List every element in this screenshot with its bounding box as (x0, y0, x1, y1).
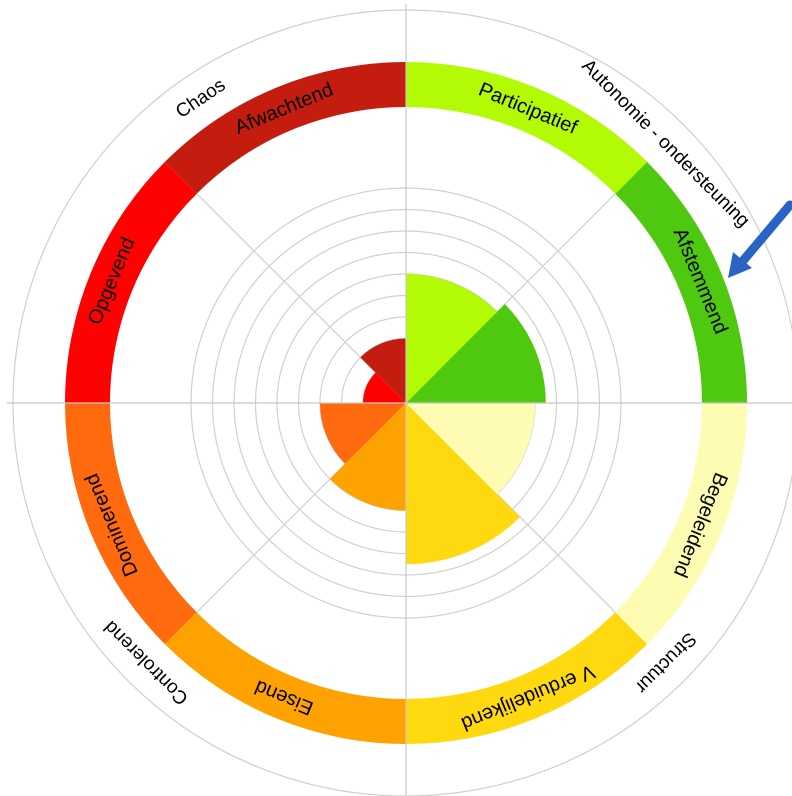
value-sector-begeleidend (406, 403, 535, 495)
arrow-shaft (737, 200, 792, 267)
band-segment-begeleidend (615, 403, 747, 645)
value-sector-afstemmend (406, 304, 546, 403)
band-segment-opgevend (65, 161, 197, 403)
value-sectors (320, 274, 546, 565)
band-segment-afwachtend (164, 62, 406, 194)
band-segment-dominerend (65, 403, 197, 645)
quadrant-label: Chaos (172, 75, 229, 123)
value-sector-afwachtend (360, 338, 406, 403)
band-segment-verduidelijkend (406, 612, 648, 744)
quadrant-axes (7, 4, 792, 796)
band-segment-afstemmend (615, 161, 747, 403)
arrow-head (728, 252, 752, 278)
grid-spoke (196, 193, 377, 374)
band-segment-participatief (406, 62, 648, 194)
arrow-icon (728, 200, 792, 278)
value-sector-opgevend (363, 372, 406, 403)
value-sector-verduidelijkend (406, 403, 521, 565)
value-sector-eisend (329, 403, 406, 511)
value-sector-participatief (406, 274, 498, 403)
value-sector-dominerend (320, 403, 406, 464)
band-segment-eisend (164, 612, 406, 744)
segment-band (65, 62, 747, 744)
